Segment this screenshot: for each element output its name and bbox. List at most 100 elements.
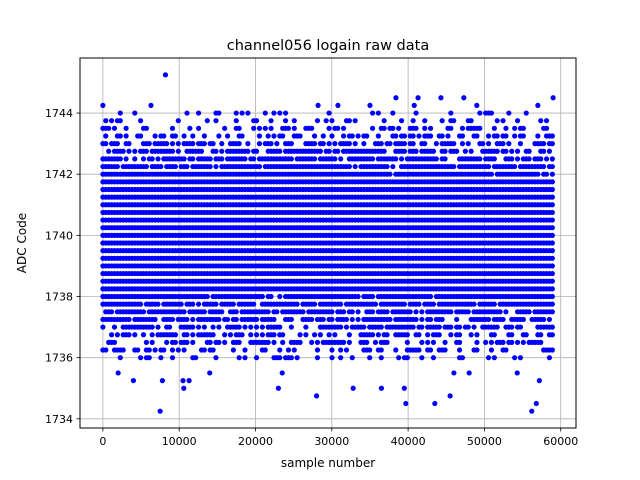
data-point [259,324,265,330]
data-point [248,324,254,330]
data-point [152,347,158,353]
data-point [369,293,376,300]
data-point [419,324,425,330]
data-point [332,141,338,147]
data-point [375,133,381,139]
outlier-point [350,385,356,391]
data-point [549,202,555,208]
outlier-point [207,370,213,376]
data-point [111,125,118,131]
data-point [277,293,283,300]
outlier-point [100,102,106,108]
data-point [468,148,474,154]
data-point [474,347,480,353]
data-point [491,332,497,338]
data-point [459,133,466,139]
data-point [384,332,390,338]
data-point [239,133,245,139]
data-point [236,141,242,147]
data-point [538,118,544,124]
data-point [419,309,425,315]
data-point [361,324,367,330]
data-point [123,156,129,162]
data-point [277,355,283,361]
data-point [369,125,376,131]
data-point [410,118,416,124]
data-point [201,324,207,330]
data-point [288,141,294,147]
data-point [459,125,466,131]
data-point [549,240,555,246]
data-point [520,339,526,345]
data-point [230,301,236,307]
data-point [355,316,361,323]
data-point [158,163,164,170]
outlier-point [438,95,444,101]
data-point [291,347,297,353]
data-point [169,316,176,323]
outlier-point [130,378,137,384]
data-point [271,339,277,345]
data-point [398,118,405,124]
data-point [448,125,454,131]
outlier-point [315,102,321,108]
data-point [378,355,384,361]
data-point [488,339,495,345]
data-point [213,118,219,124]
data-point [253,148,260,154]
data-point [451,163,457,170]
data-point [338,355,344,361]
data-point [416,347,422,353]
data-point [390,163,396,170]
data-point [485,163,492,170]
data-point [462,148,468,154]
data-point [251,301,257,307]
data-point [433,156,439,162]
data-point [456,324,463,330]
outlier-point [180,378,186,384]
data-point [485,133,492,139]
data-point [152,316,158,323]
data-point [132,148,138,154]
data-point [549,309,555,315]
outlier-point [148,102,154,108]
data-point [326,148,332,154]
data-point [137,133,144,139]
data-point [219,141,225,147]
data-point [265,309,271,315]
data-point [378,324,384,330]
outlier-point [466,370,472,376]
data-point [340,133,347,139]
data-point [465,141,471,147]
data-point [291,125,297,131]
data-point [456,332,463,338]
data-point [320,133,326,139]
data-point [181,309,187,315]
data-point [459,355,466,361]
data-point [340,309,347,315]
data-point [120,148,126,154]
data-point [207,156,213,162]
data-point [442,156,448,162]
data-point [448,324,454,330]
data-point [256,133,263,139]
data-point [369,110,376,116]
data-point [236,324,242,330]
data-point [222,332,228,338]
data-point [126,148,132,154]
data-point [549,209,555,216]
data-point [172,332,178,338]
data-point [491,301,497,307]
data-point [108,118,115,124]
data-point [526,309,532,315]
data-point [146,347,152,353]
data-point [216,316,222,323]
data-point [117,110,123,116]
data-point [454,316,460,323]
data-point [166,324,173,330]
data-point [242,156,248,162]
outlier-point [447,393,453,399]
data-point [146,141,152,147]
y-tick-label: 1740 [45,229,73,242]
